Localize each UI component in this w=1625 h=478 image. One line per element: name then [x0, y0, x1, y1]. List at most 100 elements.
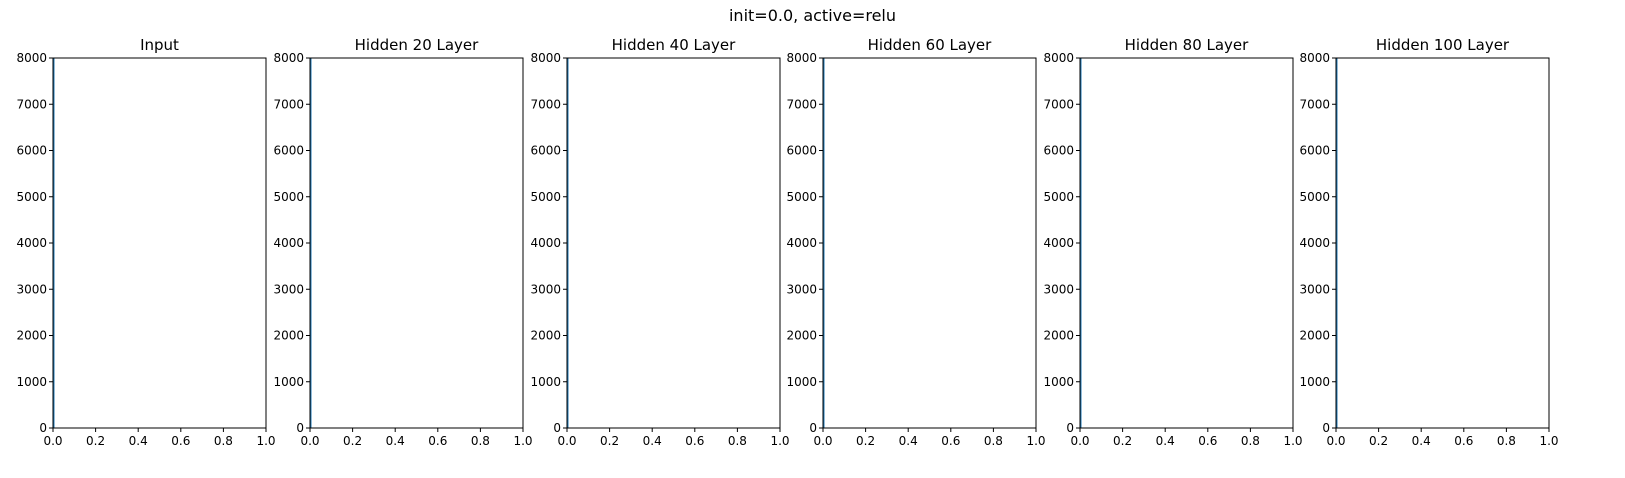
y-tick-label: 2000: [530, 329, 561, 343]
subplot-title: Hidden 60 Layer: [868, 36, 993, 54]
y-tick-label: 3000: [786, 282, 817, 296]
subplot-title: Hidden 20 Layer: [355, 36, 480, 54]
y-tick-label: 6000: [273, 144, 304, 158]
y-tick-label: 8000: [530, 51, 561, 65]
subplot-title: Hidden 100 Layer: [1376, 36, 1510, 54]
y-tick-label: 7000: [786, 97, 817, 111]
x-tick-label: 0.2: [343, 434, 362, 448]
x-tick-label: 0.6: [428, 434, 447, 448]
x-tick-label: 0.8: [214, 434, 233, 448]
y-tick-label: 5000: [1299, 190, 1330, 204]
y-tick-label: 2000: [16, 329, 47, 343]
y-tick-label: 8000: [1043, 51, 1074, 65]
y-tick-label: 2000: [786, 329, 817, 343]
y-tick-label: 2000: [273, 329, 304, 343]
y-tick-label: 5000: [1043, 190, 1074, 204]
y-tick-label: 6000: [786, 144, 817, 158]
y-tick-label: 8000: [16, 51, 47, 65]
y-tick-label: 3000: [1043, 282, 1074, 296]
y-tick-label: 6000: [1299, 144, 1330, 158]
y-tick-label: 7000: [273, 97, 304, 111]
x-tick-label: 0.4: [1156, 434, 1175, 448]
x-tick-label: 1.0: [513, 434, 532, 448]
y-tick-label: 4000: [1299, 236, 1330, 250]
x-tick-label: 0.2: [856, 434, 875, 448]
x-tick-label: 0.6: [685, 434, 704, 448]
axes-frame: [309, 57, 524, 429]
x-tick-label: 0.0: [1070, 434, 1089, 448]
histogram-bar: [53, 58, 55, 428]
y-tick-label: 1000: [273, 375, 304, 389]
y-tick-label: 0: [296, 421, 304, 435]
x-tick-label: 0.2: [600, 434, 619, 448]
subplot-4: Hidden 60 Layer 0.0 0.2 0.4 0.6 0.8 1.0 0 1000 20…: [786, 36, 1045, 448]
y-tick-label: 4000: [273, 236, 304, 250]
x-tick-label: 0.8: [728, 434, 747, 448]
y-tick-label: 5000: [273, 190, 304, 204]
y-tick-label: 7000: [530, 97, 561, 111]
y-tick-label: 3000: [16, 282, 47, 296]
x-tick-label: 0.4: [899, 434, 918, 448]
y-tick-label: 5000: [786, 190, 817, 204]
y-tick-label: 0: [1066, 421, 1074, 435]
y-tick-label: 4000: [1043, 236, 1074, 250]
x-tick-label: 0.0: [43, 434, 62, 448]
subplot-5: Hidden 80 Layer 0.0 0.2 0.4 0.6 0.8 1.0 0 1000 20…: [1043, 36, 1302, 448]
x-tick-label: 0.0: [813, 434, 832, 448]
x-tick-label: 0.2: [1369, 434, 1388, 448]
y-tick-label: 6000: [16, 144, 47, 158]
y-tick-label: 2000: [1043, 329, 1074, 343]
y-tick-label: 0: [809, 421, 817, 435]
histogram-bar: [823, 58, 825, 428]
x-tick-label: 1.0: [1539, 434, 1558, 448]
x-tick-label: 0.0: [557, 434, 576, 448]
subplot-title: Input: [140, 36, 179, 54]
figure-suptitle: init=0.0, active=relu: [728, 6, 897, 25]
y-tick-label: 7000: [1299, 97, 1330, 111]
subplot-title: Hidden 40 Layer: [612, 36, 737, 54]
y-tick-label: 3000: [530, 282, 561, 296]
y-tick-label: 7000: [16, 97, 47, 111]
x-tick-label: 0.6: [1454, 434, 1473, 448]
histogram-bar: [1336, 58, 1338, 428]
y-tick-label: 4000: [530, 236, 561, 250]
y-tick-label: 6000: [530, 144, 561, 158]
x-tick-label: 0.8: [471, 434, 490, 448]
subplot-3: Hidden 40 Layer 0.0 0.2 0.4 0.6 0.8 1.0 0 1000 20…: [530, 36, 789, 448]
y-tick-label: 4000: [786, 236, 817, 250]
y-tick-label: 8000: [1299, 51, 1330, 65]
y-tick-label: 0: [39, 421, 47, 435]
axes-frame: [822, 57, 1037, 429]
y-tick-label: 2000: [1299, 329, 1330, 343]
x-tick-label: 1.0: [1283, 434, 1302, 448]
x-tick-label: 0.4: [1412, 434, 1431, 448]
y-tick-label: 0: [553, 421, 561, 435]
subplot-2: Hidden 20 Layer 0.0 0.2 0.4 0.6 0.8 1.0 0 1000 20…: [273, 36, 532, 448]
x-tick-label: 0.6: [1198, 434, 1217, 448]
y-tick-label: 1000: [16, 375, 47, 389]
axes-frame: [52, 57, 267, 429]
y-tick-label: 5000: [16, 190, 47, 204]
y-tick-label: 5000: [530, 190, 561, 204]
x-tick-label: 0.8: [1497, 434, 1516, 448]
x-tick-label: 1.0: [770, 434, 789, 448]
subplot-6: Hidden 100 Layer 0.0 0.2 0.4 0.6 0.8 1.0 0 1000 2…: [1299, 36, 1558, 448]
x-tick-label: 1.0: [1026, 434, 1045, 448]
y-tick-label: 8000: [786, 51, 817, 65]
x-tick-label: 0.4: [129, 434, 148, 448]
y-tick-label: 8000: [273, 51, 304, 65]
x-tick-label: 0.0: [300, 434, 319, 448]
y-tick-label: 4000: [16, 236, 47, 250]
x-tick-label: 0.0: [1326, 434, 1345, 448]
x-tick-label: 1.0: [256, 434, 275, 448]
histogram-bar: [310, 58, 312, 428]
x-tick-label: 0.6: [171, 434, 190, 448]
x-tick-label: 0.8: [984, 434, 1003, 448]
x-tick-label: 0.2: [86, 434, 105, 448]
x-tick-label: 0.4: [643, 434, 662, 448]
y-tick-label: 3000: [273, 282, 304, 296]
y-tick-label: 1000: [1299, 375, 1330, 389]
x-tick-label: 0.2: [1113, 434, 1132, 448]
